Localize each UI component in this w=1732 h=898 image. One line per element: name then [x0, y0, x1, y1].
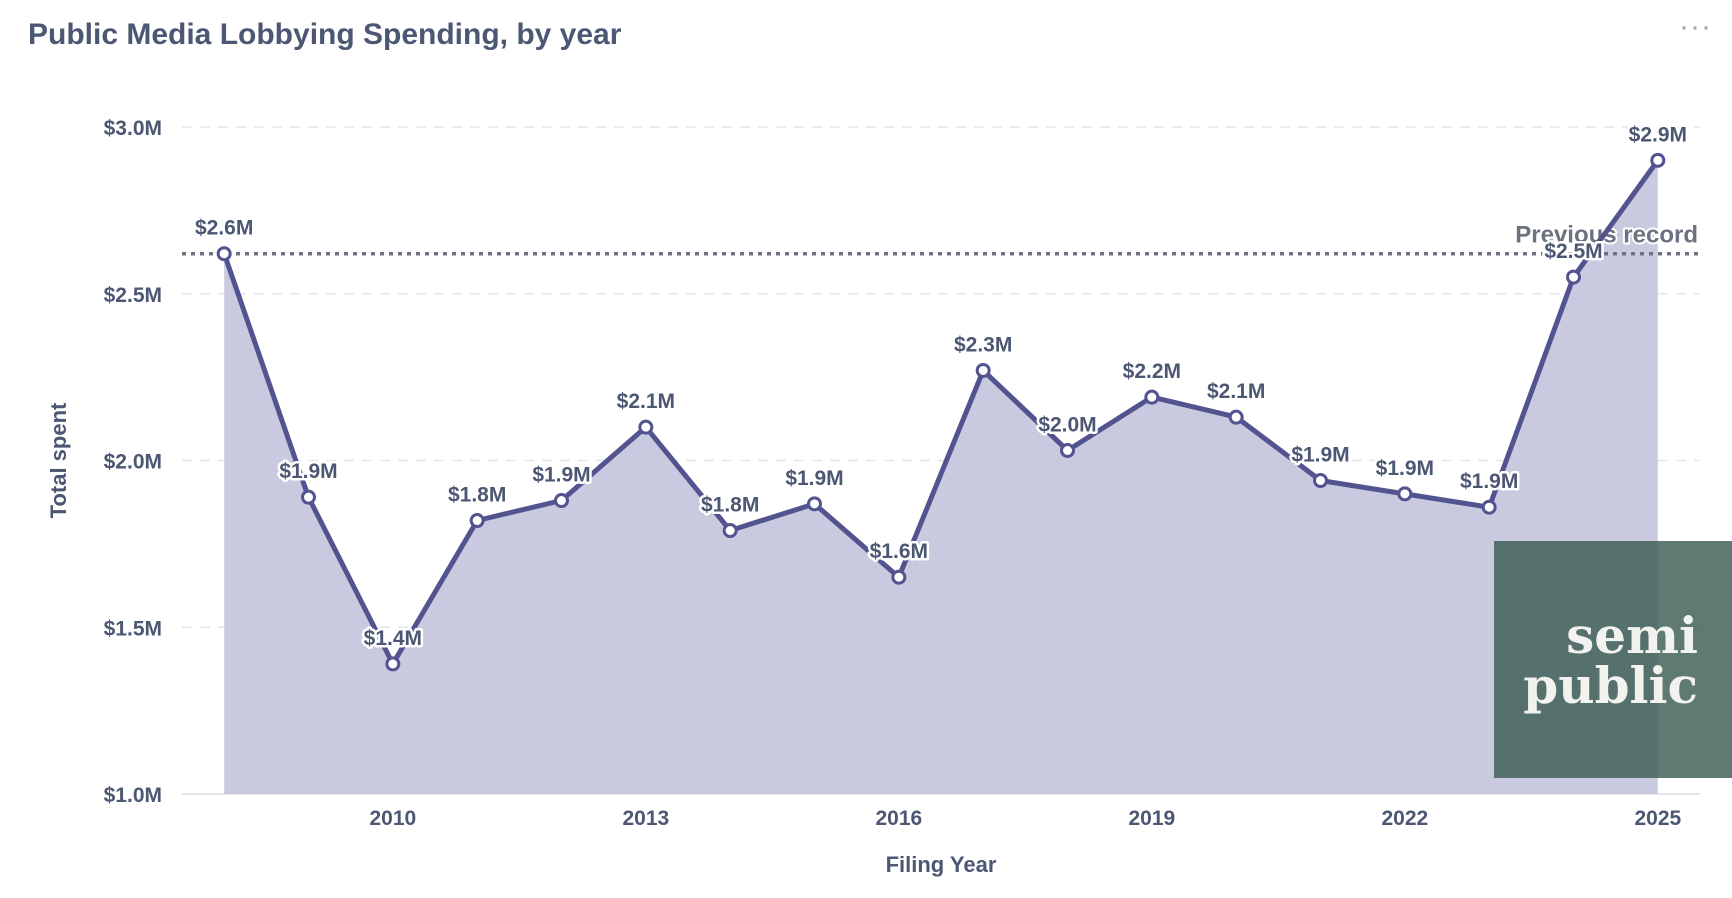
- data-point[interactable]: [1144, 389, 1160, 405]
- x-axis-ticks: 2010 2013 2016 2019 2022 2025: [369, 807, 1681, 830]
- data-label: $1.9M: [1460, 470, 1518, 493]
- y-axis-ticks: $1.0M $1.5M $2.0M $2.5M $3.0M: [104, 117, 162, 807]
- data-point[interactable]: [1313, 473, 1328, 489]
- data-label: $1.6M: [870, 540, 928, 563]
- data-point[interactable]: [975, 362, 991, 378]
- data-label: $2.0M: [1038, 413, 1096, 436]
- data-point[interactable]: [638, 419, 654, 435]
- data-label: $2.1M: [1207, 380, 1265, 403]
- x-tick-label: 2019: [1128, 807, 1175, 830]
- x-tick-label: 2013: [622, 807, 669, 830]
- data-label: $2.1M: [617, 390, 675, 413]
- data-point[interactable]: [1481, 499, 1497, 515]
- y-axis-title: Total spent: [46, 402, 71, 518]
- x-axis-title: Filing Year: [886, 852, 997, 877]
- data-label: $1.9M: [279, 460, 337, 483]
- data-label: $1.8M: [701, 494, 759, 517]
- y-tick-label: $1.0M: [104, 784, 162, 807]
- data-point[interactable]: [891, 569, 907, 585]
- y-tick-label: $2.0M: [104, 451, 162, 474]
- data-label: $1.9M: [785, 467, 843, 490]
- data-label: $2.9M: [1629, 123, 1687, 146]
- data-label: $1.9M: [1376, 457, 1434, 480]
- x-tick-label: 2025: [1634, 807, 1681, 830]
- logo-line-1: semi: [1566, 606, 1698, 665]
- y-tick-label: $2.5M: [104, 284, 162, 307]
- data-label: $1.8M: [448, 484, 506, 507]
- data-point[interactable]: [469, 513, 485, 529]
- data-label: $2.6M: [195, 217, 253, 240]
- data-point[interactable]: [1060, 442, 1075, 458]
- data-point[interactable]: [1228, 409, 1244, 425]
- data-points: [216, 152, 1666, 672]
- data-label: $2.2M: [1123, 360, 1181, 383]
- data-point[interactable]: [807, 496, 822, 512]
- data-label: $2.3M: [954, 333, 1012, 356]
- x-tick-label: 2016: [875, 807, 922, 830]
- semipublic-logo: semi public: [1494, 541, 1732, 778]
- data-point[interactable]: [554, 493, 569, 509]
- data-point[interactable]: [301, 489, 316, 505]
- y-tick-label: $3.0M: [104, 117, 162, 140]
- data-label: $1.9M: [532, 464, 590, 487]
- y-tick-label: $1.5M: [104, 617, 162, 640]
- previous-record-label: Previous record: [1515, 222, 1698, 249]
- data-point[interactable]: [1397, 486, 1413, 502]
- data-label: $1.9M: [1291, 444, 1349, 467]
- data-point[interactable]: [1566, 269, 1581, 285]
- logo-line-2: public: [1523, 656, 1698, 715]
- data-point[interactable]: [722, 523, 738, 539]
- x-tick-label: 2010: [369, 807, 416, 830]
- data-labels: $2.6M $1.9M $1.4M $1.8M $1.9M $2.1M $1.8M $1.9M…: [192, 121, 1689, 653]
- data-point[interactable]: [216, 246, 232, 262]
- data-point[interactable]: [1650, 152, 1666, 168]
- chart-title: Public Media Lobbying Spending, by year: [28, 18, 622, 51]
- more-options-icon[interactable]: ···: [1679, 10, 1712, 43]
- data-point[interactable]: [385, 656, 401, 672]
- data-label: $1.4M: [364, 627, 422, 650]
- x-tick-label: 2022: [1381, 807, 1428, 830]
- data-label: $2.5M: [1544, 240, 1602, 263]
- series-line: [221, 157, 1661, 667]
